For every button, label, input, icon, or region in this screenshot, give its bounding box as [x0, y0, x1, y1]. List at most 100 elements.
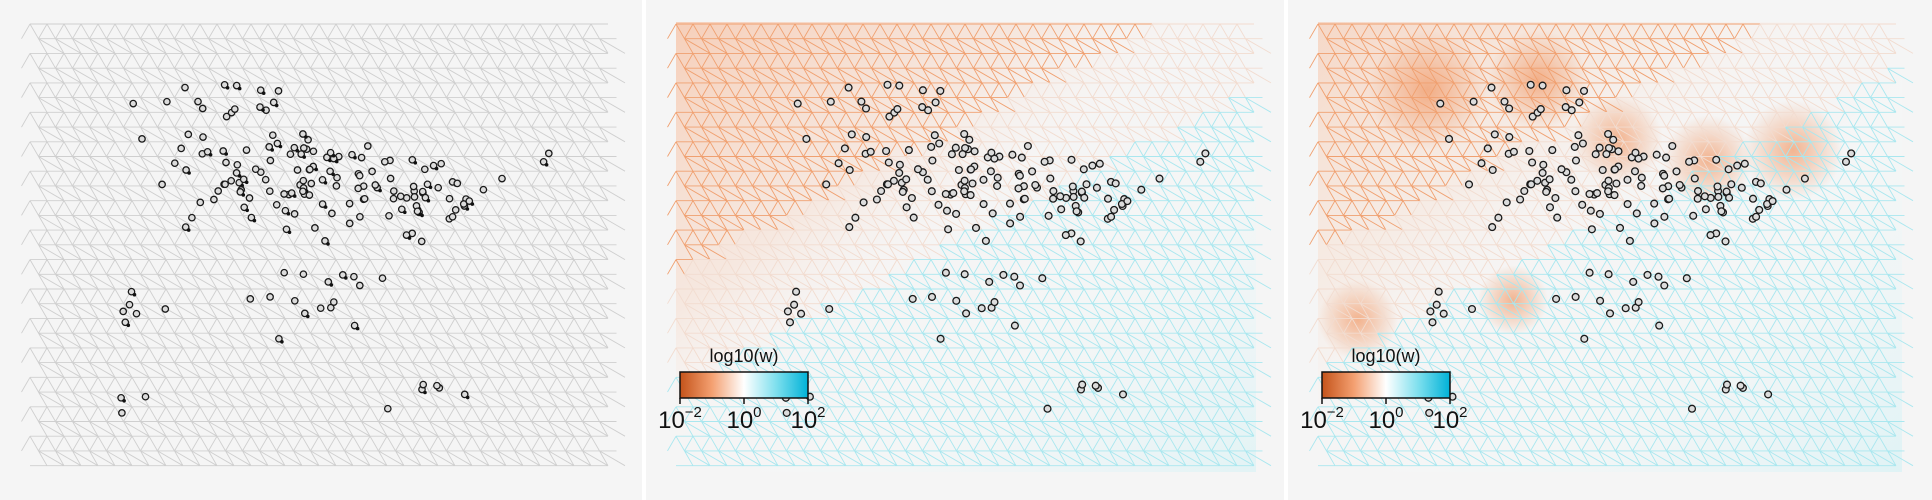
sample-point — [1488, 165, 1497, 175]
sample-point — [1428, 318, 1437, 327]
sample-point-dot — [329, 283, 334, 287]
sample-point — [198, 104, 207, 113]
sample-point — [1630, 167, 1640, 176]
mesh-edges — [1309, 23, 1914, 363]
sample-point-dot — [314, 167, 319, 172]
sample-point — [355, 171, 364, 180]
sample-point-dot — [286, 211, 291, 216]
sample-point — [960, 270, 969, 279]
sample-point — [451, 206, 460, 214]
sample-point — [221, 180, 229, 189]
sample-point — [409, 182, 418, 191]
colorbar-title: log10(w) — [709, 346, 778, 366]
sample-point — [1748, 194, 1758, 203]
sample-point — [877, 186, 886, 196]
sample-point — [1439, 309, 1448, 318]
sample-point-dot — [208, 153, 213, 157]
sample-point — [181, 223, 190, 231]
sample-point — [960, 187, 969, 196]
sample-point — [266, 156, 275, 165]
sample-point — [251, 165, 260, 174]
sample-point — [1091, 381, 1100, 390]
sample-point — [402, 231, 411, 239]
sample-point — [274, 87, 283, 95]
sample-point — [861, 104, 871, 113]
sample-point — [350, 321, 359, 330]
sample-point-dot — [470, 202, 475, 206]
sample-point — [1043, 404, 1052, 413]
sample-point — [397, 205, 406, 214]
sample-point — [895, 160, 904, 169]
sample-point — [300, 309, 309, 318]
sample-point — [417, 237, 426, 246]
sample-point — [354, 184, 363, 193]
sample-point — [882, 146, 891, 156]
sample-point — [1727, 180, 1736, 189]
sample-point — [316, 304, 325, 313]
sample-point-dot — [413, 161, 418, 165]
sample-point — [1687, 404, 1697, 413]
sample-point — [194, 97, 202, 106]
sample-point — [297, 150, 306, 158]
sample-point — [1562, 86, 1571, 95]
sample-point — [1733, 161, 1742, 170]
sample-point — [851, 213, 860, 222]
sample-point — [1107, 212, 1116, 221]
sample-point — [1542, 187, 1551, 196]
panel-right: log10(w) 10−2 100 102 — [1288, 0, 1932, 500]
sample-point — [293, 166, 302, 174]
sample-point — [161, 305, 170, 313]
sample-point — [378, 274, 387, 283]
sample-point-dot — [274, 103, 279, 108]
sample-point — [184, 130, 193, 139]
sample-point — [960, 129, 969, 139]
colorbar-tick-label: 10−2 — [1300, 404, 1344, 434]
sample-point — [437, 159, 446, 168]
sample-point-dot — [418, 212, 423, 217]
sample-point — [1668, 141, 1677, 151]
sample-point — [987, 148, 996, 157]
sample-point — [247, 213, 256, 222]
sample-point — [782, 408, 791, 417]
sample-point — [299, 176, 308, 185]
sample-point — [845, 165, 854, 175]
sample-point — [1040, 157, 1049, 166]
sample-point — [273, 139, 282, 148]
sample-point — [1057, 205, 1066, 214]
sample-point — [1574, 131, 1583, 140]
sample-point-dot — [261, 91, 266, 95]
sample-point-dot — [407, 236, 412, 240]
sample-point — [1078, 380, 1087, 389]
sample-point — [834, 159, 843, 168]
sample-point-dot — [295, 148, 300, 153]
panel-middle-svg: log10(w) 10−2 100 102 — [658, 22, 1272, 472]
sample-point — [952, 209, 961, 218]
sample-point — [1444, 134, 1454, 143]
sample-point — [1650, 199, 1659, 208]
sample-points — [1424, 80, 1856, 417]
sample-point — [970, 147, 979, 156]
sample-point — [1076, 237, 1085, 246]
sample-point — [287, 189, 296, 197]
sample-point — [1737, 183, 1746, 192]
sample-point — [299, 270, 308, 279]
sample-point — [1604, 176, 1613, 185]
sample-point — [990, 298, 999, 307]
sample-point — [290, 210, 299, 218]
sample-point — [1682, 274, 1691, 283]
sample-point — [233, 160, 242, 169]
sample-point — [1662, 153, 1671, 162]
mesh-edges — [667, 23, 1152, 275]
sample-point — [927, 292, 937, 301]
sample-point — [1016, 212, 1025, 221]
sample-point — [299, 187, 307, 196]
sample-point — [203, 147, 212, 156]
sample-point — [1578, 139, 1587, 148]
sample-point — [1049, 187, 1058, 196]
sample-point — [1800, 174, 1809, 183]
sample-point — [1567, 175, 1576, 184]
sample-point — [280, 268, 289, 277]
sample-point-dot — [245, 208, 249, 213]
sample-point — [1490, 130, 1499, 139]
sample-point — [1526, 80, 1535, 89]
